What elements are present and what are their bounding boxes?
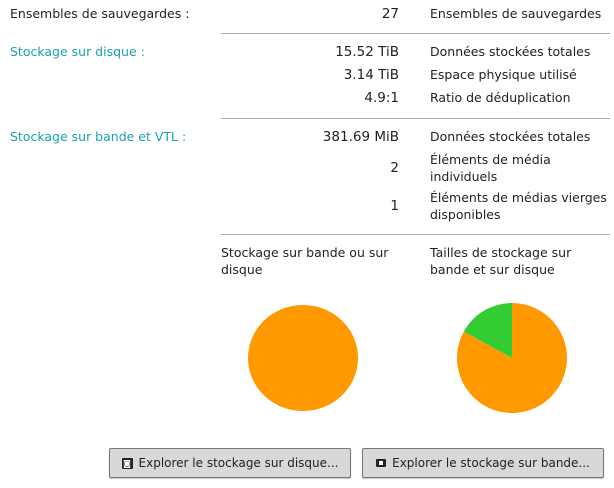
explore-disk-label: Explorer le stockage sur disque... bbox=[138, 456, 339, 470]
backup-sets-label: Ensembles de sauvegardes : bbox=[10, 6, 190, 21]
blank-media-value: 1 bbox=[390, 198, 399, 214]
chart-title-left: Stockage sur bande ou sur disque bbox=[221, 245, 389, 277]
media-count-value: 2 bbox=[390, 160, 399, 176]
tape-total-desc: Données stockées totales bbox=[430, 129, 591, 144]
tape-total-value: 381.69 MiB bbox=[322, 129, 399, 145]
disk-total-desc: Données stockées totales bbox=[430, 44, 591, 59]
dedup-ratio-desc: Ratio de déduplication bbox=[430, 90, 571, 105]
pie-slice bbox=[463, 303, 512, 358]
disk-physical-value: 3.14 TiB bbox=[343, 67, 399, 83]
pie-slice bbox=[248, 305, 358, 411]
backup-sets-desc: Ensembles de sauvegardes bbox=[430, 6, 602, 21]
blank-media-desc: Éléments de médias vierges disponibles bbox=[430, 190, 607, 222]
tape-storage-label: Stockage sur bande et VTL : bbox=[10, 129, 187, 144]
pie-chart-storage-type bbox=[248, 305, 358, 411]
chart-title-right: Tailles de stockage sur bande et sur dis… bbox=[430, 245, 572, 277]
media-count-desc: Éléments de média individuels bbox=[430, 152, 551, 184]
dedup-ratio-value: 4.9:1 bbox=[364, 90, 399, 106]
explore-disk-storage-button[interactable]: ◙ Explorer le stockage sur disque... bbox=[109, 448, 351, 478]
tape-icon: ▪ bbox=[376, 459, 387, 467]
backup-sets-value: 27 bbox=[381, 6, 399, 22]
divider bbox=[221, 118, 610, 119]
disk-total-value: 15.52 TiB bbox=[335, 44, 399, 60]
divider bbox=[221, 33, 610, 34]
explore-tape-label: Explorer le stockage sur bande... bbox=[392, 456, 590, 470]
divider bbox=[221, 234, 610, 235]
explore-tape-storage-button[interactable]: ▪ Explorer le stockage sur bande... bbox=[362, 448, 604, 478]
disk-physical-desc: Espace physique utilisé bbox=[430, 67, 577, 82]
pie-chart-storage-sizes bbox=[457, 303, 567, 413]
hard-disk-icon: ◙ bbox=[121, 457, 133, 469]
disk-storage-label: Stockage sur disque : bbox=[10, 44, 145, 59]
